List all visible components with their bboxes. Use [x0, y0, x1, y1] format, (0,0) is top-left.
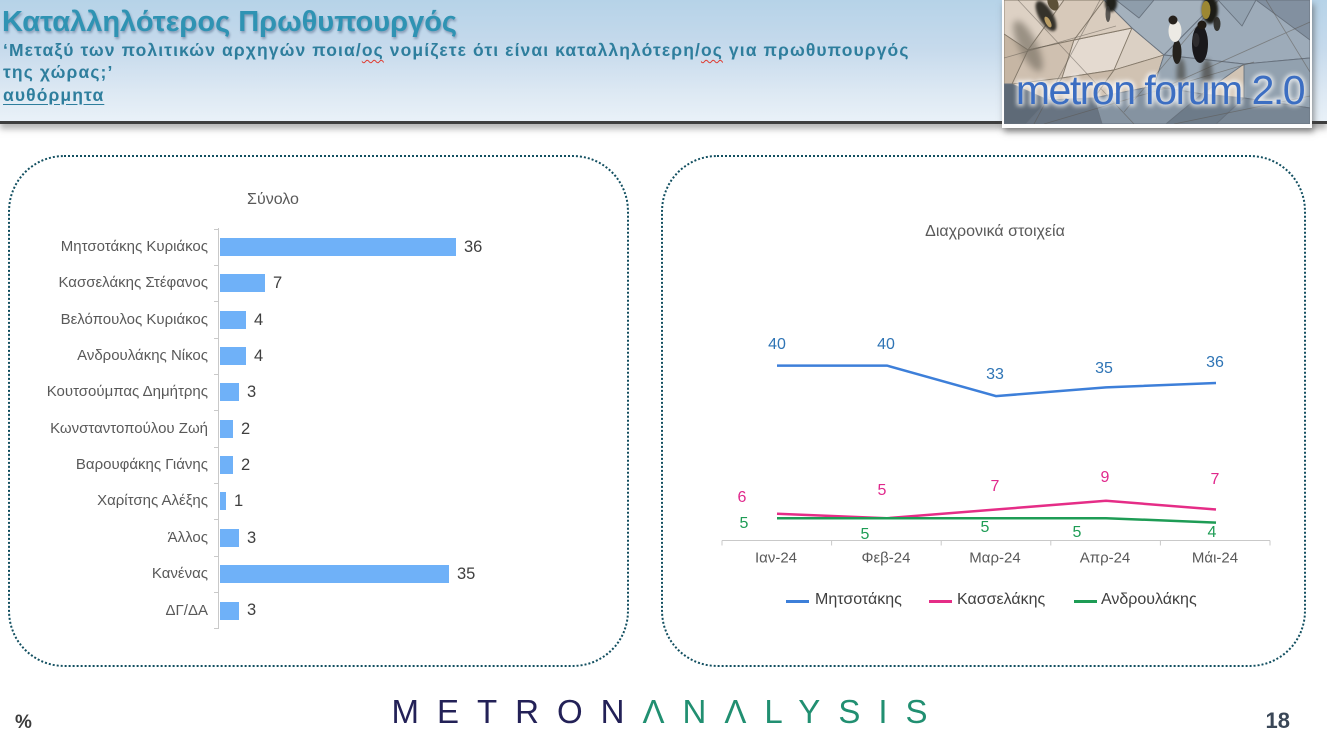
svg-text:metron forum 2.0: metron forum 2.0 — [1016, 67, 1305, 113]
svg-text:metron forum 2.0: metron forum 2.0 — [1016, 67, 1305, 113]
